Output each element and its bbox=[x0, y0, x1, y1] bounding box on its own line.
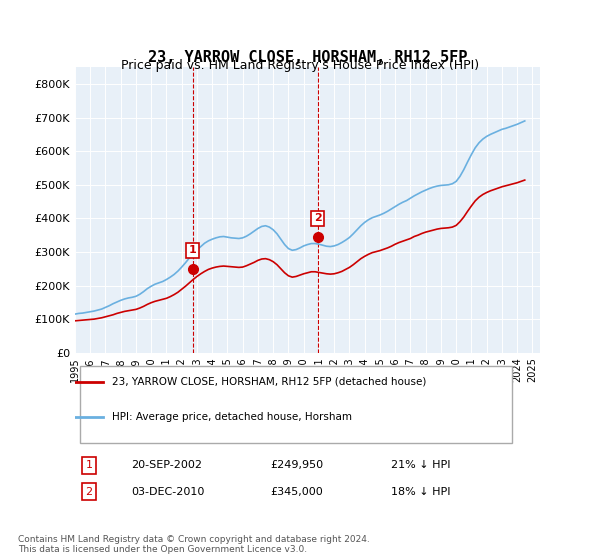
Title: 23, YARROW CLOSE, HORSHAM, RH12 5FP: 23, YARROW CLOSE, HORSHAM, RH12 5FP bbox=[148, 50, 467, 64]
Text: Price paid vs. HM Land Registry's House Price Index (HPI): Price paid vs. HM Land Registry's House … bbox=[121, 59, 479, 72]
Text: HPI: Average price, detached house, Horsham: HPI: Average price, detached house, Hors… bbox=[112, 412, 352, 422]
Text: 20-SEP-2002: 20-SEP-2002 bbox=[131, 460, 202, 470]
Text: £345,000: £345,000 bbox=[270, 487, 323, 497]
Text: 2: 2 bbox=[314, 213, 322, 223]
FancyBboxPatch shape bbox=[80, 366, 512, 443]
Text: 23, YARROW CLOSE, HORSHAM, RH12 5FP (detached house): 23, YARROW CLOSE, HORSHAM, RH12 5FP (det… bbox=[112, 377, 427, 386]
Text: Contains HM Land Registry data © Crown copyright and database right 2024.
This d: Contains HM Land Registry data © Crown c… bbox=[18, 535, 370, 554]
Text: 03-DEC-2010: 03-DEC-2010 bbox=[131, 487, 204, 497]
Text: 2: 2 bbox=[85, 487, 92, 497]
Text: 1: 1 bbox=[85, 460, 92, 470]
Text: 18% ↓ HPI: 18% ↓ HPI bbox=[391, 487, 451, 497]
Text: 1: 1 bbox=[189, 245, 197, 255]
Text: £249,950: £249,950 bbox=[270, 460, 323, 470]
Text: 21% ↓ HPI: 21% ↓ HPI bbox=[391, 460, 451, 470]
